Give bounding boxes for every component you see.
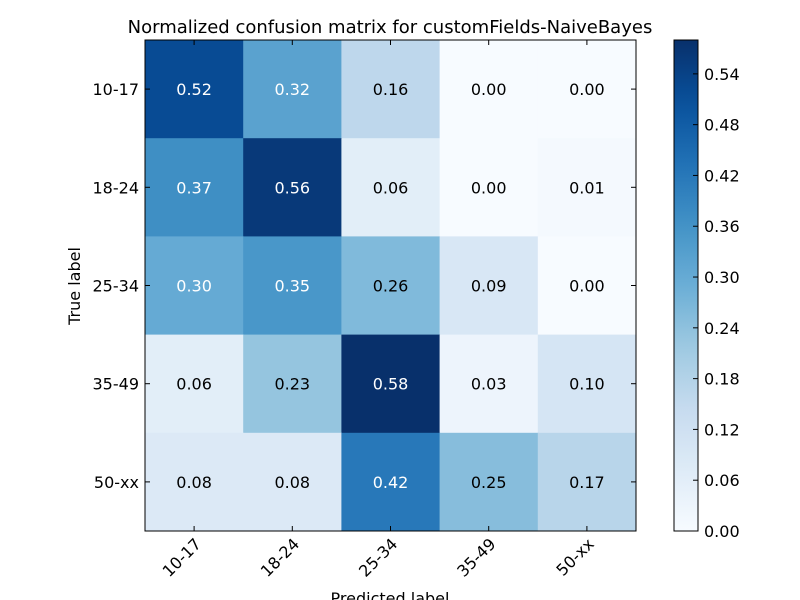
x-axis-label: Predicted label <box>331 589 450 600</box>
cell-value-label: 0.08 <box>176 473 212 492</box>
cell-value-label: 0.26 <box>373 277 409 296</box>
colorbar-tick-label: 0.00 <box>704 522 740 541</box>
heatmap-cells <box>145 40 637 532</box>
heatmap-cell <box>243 138 342 237</box>
heatmap-cell-labels: 0.52 0.32 0.16 0.00 0.00 0.37 0.56 0.06 0.00 0.01… <box>176 80 604 492</box>
heatmap-cell <box>243 432 342 532</box>
heatmap-cell <box>145 138 244 237</box>
y-axis-label: True label <box>65 247 84 326</box>
x-tick-label: 50-xx <box>552 534 597 579</box>
heatmap-cell <box>341 334 441 434</box>
cell-value-label: 0.16 <box>373 80 409 99</box>
cell-value-label: 0.30 <box>176 277 212 296</box>
heatmap-cell <box>537 236 637 336</box>
cell-value-label: 0.10 <box>569 375 605 394</box>
heatmap-cell <box>439 236 539 336</box>
colorbar-tick-label: 0.06 <box>704 471 740 490</box>
heatmap-cell <box>341 40 441 139</box>
heatmap-cell <box>341 138 441 237</box>
cell-value-label: 0.56 <box>274 178 310 197</box>
x-tick-label: 25-34 <box>355 534 401 580</box>
colorbar <box>673 39 699 532</box>
heatmap-cell <box>439 334 539 434</box>
cell-value-label: 0.23 <box>274 375 310 394</box>
x-tick-labels: 10-17 18-24 25-34 35-49 50-xx <box>159 534 598 580</box>
cell-value-label: 0.03 <box>471 375 507 394</box>
heatmap-cell <box>439 432 539 532</box>
cell-value-label: 0.09 <box>471 277 507 296</box>
heatmap-cell <box>145 236 244 336</box>
colorbar-tick-label: 0.36 <box>704 217 740 236</box>
cell-value-label: 0.32 <box>274 80 310 99</box>
x-tick-label: 10-17 <box>159 534 205 580</box>
y-tick-label: 50-xx <box>94 473 139 492</box>
cell-value-label: 0.00 <box>471 178 507 197</box>
heatmap-cell <box>537 432 637 532</box>
axis-ticks <box>145 40 636 531</box>
cell-value-label: 0.42 <box>373 473 409 492</box>
cell-value-label: 0.58 <box>373 375 409 394</box>
heatmap-cell <box>243 236 342 336</box>
heatmap-cell <box>341 236 441 336</box>
y-tick-label: 25-34 <box>93 277 140 296</box>
cell-value-label: 0.01 <box>569 178 605 197</box>
cell-value-label: 0.37 <box>176 178 212 197</box>
heatmap-cell <box>537 334 637 434</box>
heatmap-cell <box>341 432 441 532</box>
heatmap-cell <box>243 334 342 434</box>
chart-title: Normalized confusion matrix for customFi… <box>128 17 653 38</box>
colorbar-tick-label: 0.12 <box>704 420 740 439</box>
heatmap-cell <box>243 40 342 139</box>
colorbar-tick-label: 0.48 <box>704 116 740 135</box>
colorbar-tick-label: 0.42 <box>704 166 740 185</box>
cell-value-label: 0.06 <box>176 375 212 394</box>
cell-value-label: 0.52 <box>176 80 212 99</box>
cell-value-label: 0.06 <box>373 178 409 197</box>
cell-value-label: 0.17 <box>569 473 605 492</box>
cell-value-label: 0.25 <box>471 473 507 492</box>
y-tick-label: 35-49 <box>93 375 140 394</box>
cell-value-label: 0.35 <box>274 277 310 296</box>
colorbar-tick-label: 0.18 <box>704 370 740 389</box>
x-tick-label: 35-49 <box>453 534 499 580</box>
y-tick-label: 10-17 <box>93 80 140 99</box>
heatmap-cell <box>145 334 244 434</box>
y-tick-label: 18-24 <box>93 178 140 197</box>
heatmap-cell <box>439 138 539 237</box>
colorbar-tick-label: 0.24 <box>704 319 740 338</box>
heatmap-cell <box>145 432 244 532</box>
x-tick-label: 18-24 <box>257 534 303 580</box>
cell-value-label: 0.08 <box>274 473 310 492</box>
heatmap-cell <box>537 138 637 237</box>
colorbar-tick-label: 0.30 <box>704 268 740 287</box>
cell-value-label: 0.00 <box>569 80 605 99</box>
heatmap-cell <box>145 40 244 139</box>
cell-value-label: 0.00 <box>471 80 507 99</box>
heatmap-cell <box>439 40 539 139</box>
heatmap-cell <box>537 40 637 139</box>
colorbar-ticks: 0.00 0.06 0.12 0.18 0.24 0.30 0.36 0.42 0.48 0.54 <box>693 65 740 541</box>
colorbar-tick-label: 0.54 <box>704 65 740 84</box>
cell-value-label: 0.00 <box>569 277 605 296</box>
y-tick-labels: 10-17 18-24 25-34 35-49 50-xx <box>93 80 140 492</box>
